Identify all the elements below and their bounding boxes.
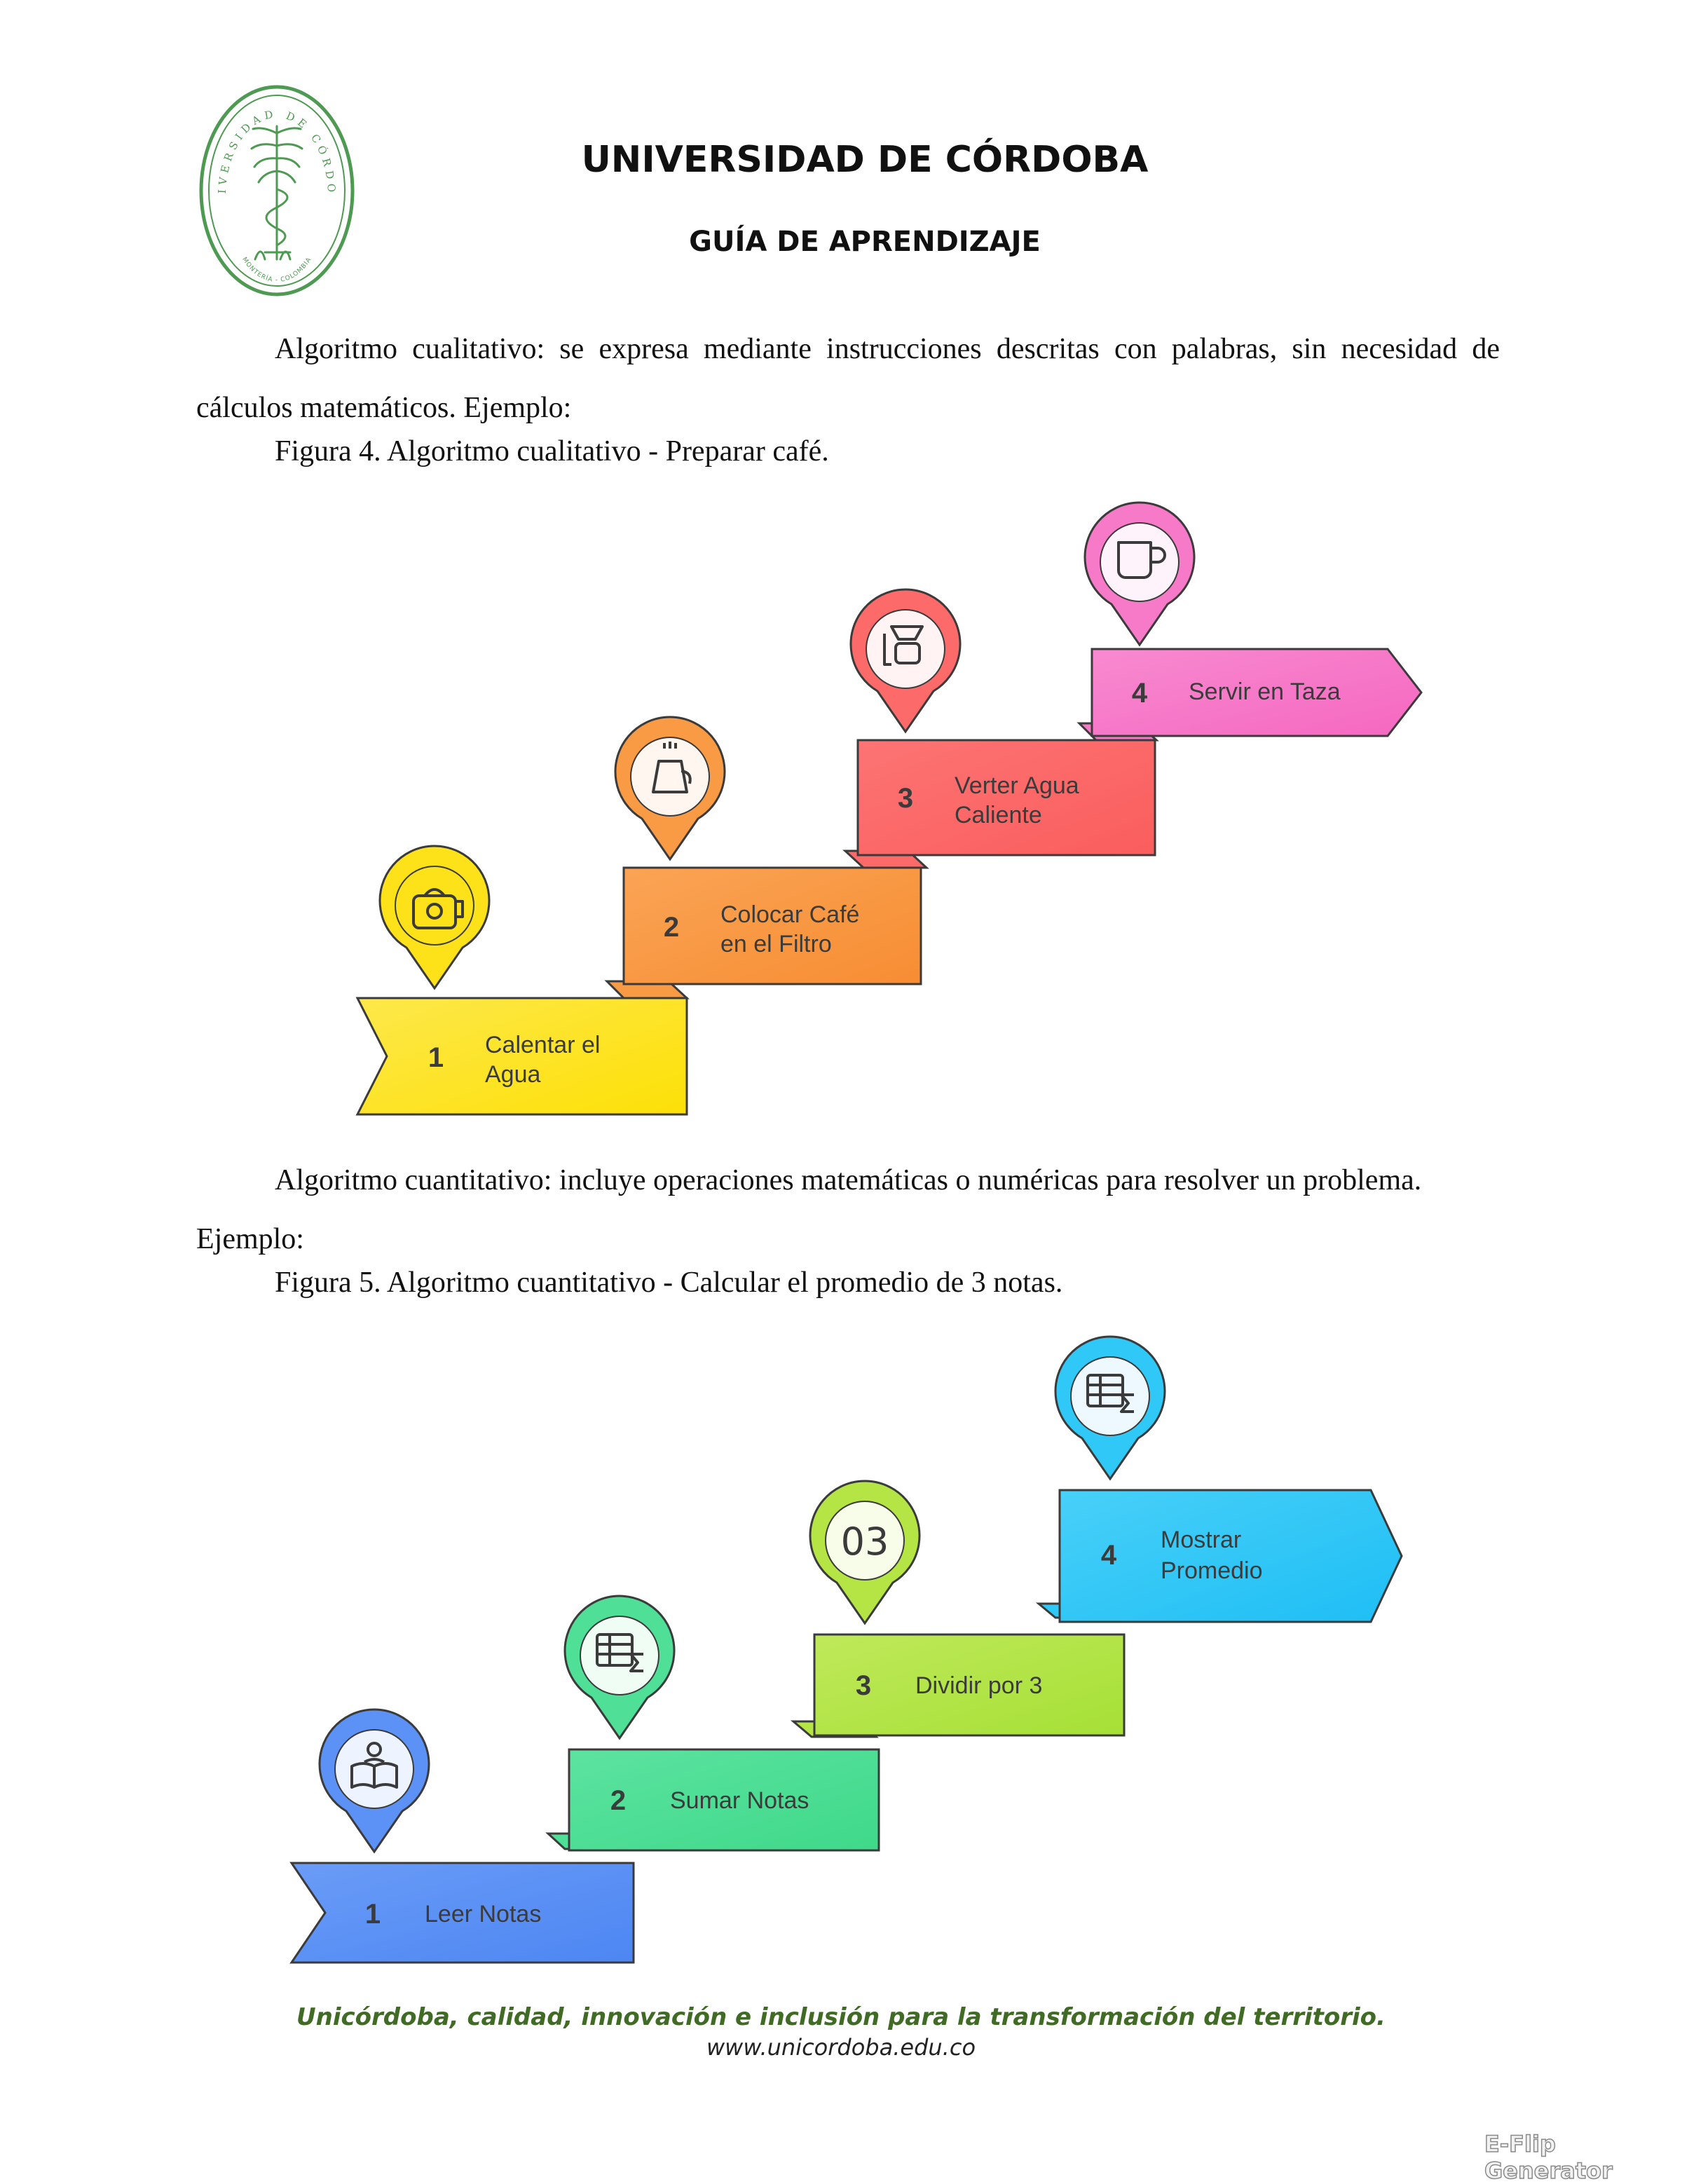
- step-3: 3 Dividir por 3: [813, 1633, 1126, 1737]
- quantitative-algorithm-paragraph: Algoritmo cuantitativo: incluye operacio…: [196, 1164, 1422, 1255]
- step-label-line1: Servir en Taza: [1189, 678, 1341, 705]
- step-label-line1: Leer Notas: [425, 1901, 541, 1927]
- icon-number-text: 03: [841, 1520, 889, 1564]
- step-number: 2: [664, 912, 679, 943]
- coffee-pot-icon: [614, 716, 726, 861]
- step-number: 3: [898, 783, 913, 814]
- step-number: 4: [1132, 678, 1148, 709]
- reader-icon: [318, 1708, 430, 1854]
- step-number: 3: [856, 1670, 871, 1701]
- step-1: 1 Leer Notas: [289, 1862, 635, 1964]
- table-sum-icon: [563, 1595, 676, 1740]
- step-label-line1: Mostrar: [1161, 1527, 1241, 1553]
- step-number: 2: [610, 1785, 626, 1816]
- step-label-line2: Agua: [485, 1061, 540, 1088]
- kettle-icon: [378, 845, 491, 990]
- step-number: 1: [428, 1042, 444, 1073]
- footer-slogan: Unicórdoba, calidad, innovación e inclus…: [296, 2003, 1386, 2031]
- step-4: 4 Mostrar Promedio: [1058, 1489, 1403, 1623]
- step-number: 1: [365, 1899, 381, 1930]
- figure-4-caption: Figura 4. Algoritmo cualitativo - Prepar…: [275, 435, 829, 467]
- table-sum-icon: [1054, 1335, 1166, 1481]
- step-4: 4 Servir en Taza: [1090, 648, 1423, 737]
- step-2: 2 Colocar Café en el Filtro: [622, 866, 922, 985]
- document-title: UNIVERSIDAD DE CÓRDOBA: [581, 139, 1149, 181]
- step-label-line1: Dividir por 3: [915, 1672, 1042, 1699]
- document-subtitle: GUÍA DE APRENDIZAJE: [689, 226, 1041, 258]
- step-label-line2: Promedio: [1161, 1557, 1263, 1584]
- step-1: 1 Calentar el Agua: [355, 997, 688, 1116]
- step-label-line2: en el Filtro: [720, 931, 832, 957]
- cup-icon: [1083, 501, 1196, 647]
- figure-5-average-steps: 1 Leer Notas 2 Sumar Notas 3 Dividir por…: [289, 1335, 1403, 1964]
- step-label-line1: Colocar Café: [720, 901, 859, 928]
- pour-over-icon: [849, 588, 962, 734]
- step-label-line1: Verter Agua: [955, 772, 1079, 799]
- footer-url: www.unicordoba.edu.co: [706, 2034, 976, 2061]
- step-label-line2: Caliente: [955, 802, 1042, 828]
- figure-4-coffee-steps: 1 Calentar el Agua 2 Colocar Café en el …: [355, 501, 1423, 1116]
- figure-5-caption: Figura 5. Algoritmo cuantitativo - Calcu…: [275, 1267, 1063, 1299]
- step-label-line1: Calentar el: [485, 1032, 600, 1058]
- step-label-line1: Sumar Notas: [670, 1787, 809, 1814]
- university-seal-logo: UNIVERSIDAD DE CÓRDOBA MONTERÍA - COLOMB…: [198, 84, 355, 296]
- step-3: 3 Verter Agua Caliente: [856, 739, 1156, 856]
- step-2: 2 Sumar Notas: [568, 1748, 880, 1852]
- step-number: 4: [1101, 1540, 1117, 1571]
- qualitative-algorithm-paragraph: Algoritmo cualitativo: se expresa median…: [196, 333, 1500, 424]
- number-03-icon: 03: [809, 1480, 921, 1625]
